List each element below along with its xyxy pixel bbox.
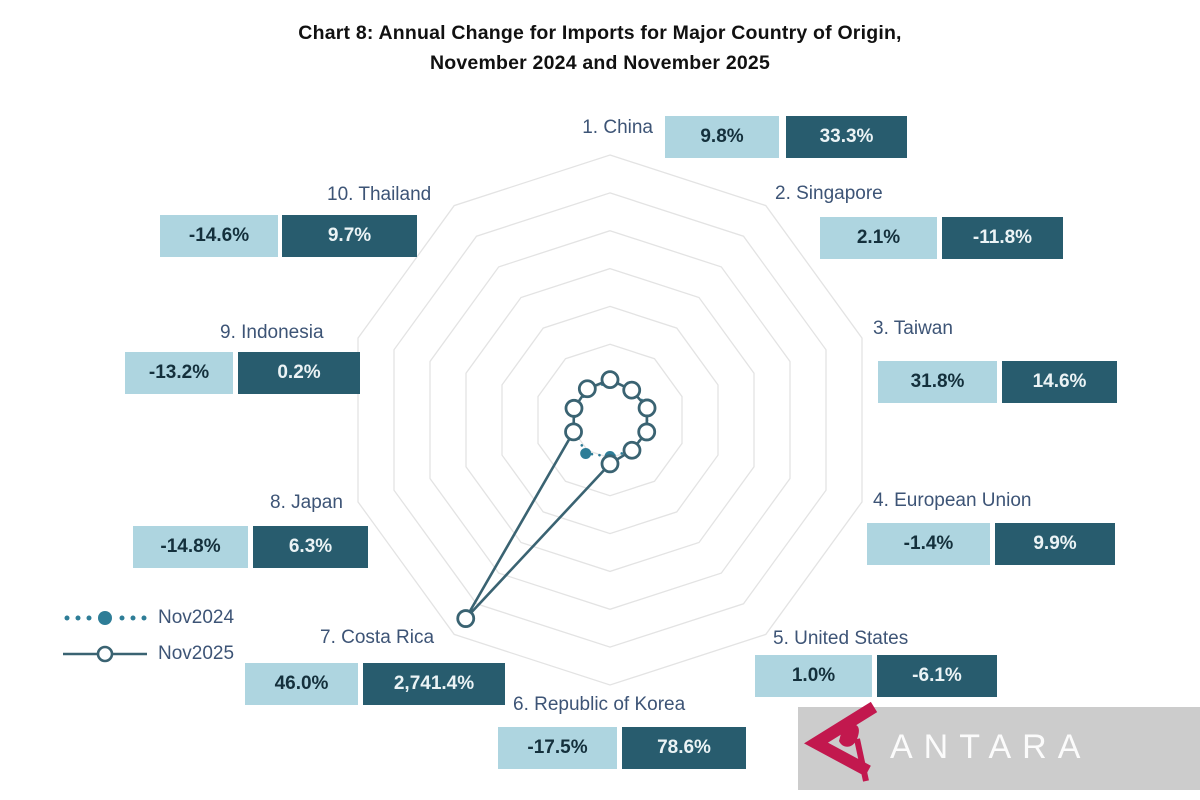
- value-box-nov2024-european-union: -1.4%: [867, 523, 990, 565]
- value-box-nov2025-indonesia: 0.2%: [238, 352, 360, 394]
- country-label-united-states: 5. United States: [773, 628, 909, 649]
- legend-item-nov2025: Nov2025: [62, 640, 234, 668]
- country-label-singapore: 2. Singapore: [775, 183, 883, 204]
- value-box-nov2025-thailand: 9.7%: [282, 215, 417, 257]
- value-box-nov2024-japan: -14.8%: [133, 526, 248, 568]
- antara-logo-icon: [804, 701, 878, 782]
- nov2025-point: [600, 370, 620, 390]
- legend-item-nov2024: Nov2024: [62, 604, 234, 632]
- grid-ring: [357, 154, 863, 686]
- nov2025-point: [600, 454, 620, 474]
- country-label-indonesia: 9. Indonesia: [220, 322, 324, 343]
- nov2024-point: [580, 447, 592, 459]
- legend-dot: [75, 615, 81, 621]
- value-box-nov2024-china: 9.8%: [665, 116, 779, 158]
- grid-ring: [429, 230, 791, 610]
- value-box-nov2024-republic-of-korea: -17.5%: [498, 727, 617, 769]
- legend: Nov2024 Nov2025: [62, 604, 234, 676]
- nov2025-point: [622, 380, 642, 400]
- value-box-nov2024-united-states: 1.0%: [755, 655, 872, 697]
- grid-ring: [465, 267, 755, 573]
- nov2025-point: [564, 398, 584, 418]
- value-box-nov2024-indonesia: -13.2%: [125, 352, 233, 394]
- legend-dot: [141, 615, 147, 621]
- value-box-nov2025-european-union: 9.9%: [995, 523, 1115, 565]
- grid-ring: [501, 305, 719, 535]
- nov2024-swatch-icon: [64, 611, 147, 625]
- country-label-thailand: 10. Thailand: [327, 184, 432, 205]
- nov2025-swatch-icon: [63, 645, 147, 663]
- value-box-nov2025-taiwan: 14.6%: [1002, 361, 1117, 403]
- series-nov2025-line: [464, 378, 649, 620]
- value-box-nov2024-thailand: -14.6%: [160, 215, 278, 257]
- chart-title: Chart 8: Annual Change for Imports for M…: [0, 18, 1200, 78]
- legend-open-marker: [96, 645, 114, 663]
- country-label-republic-of-korea: 6. Republic of Korea: [513, 694, 686, 715]
- nov2025-point: [456, 609, 476, 628]
- value-box-nov2025-republic-of-korea: 78.6%: [622, 727, 746, 769]
- legend-dot: [130, 615, 136, 621]
- radar-grid: [357, 154, 863, 686]
- watermark-text: ANTARA: [890, 727, 1092, 766]
- legend-label-nov2024: Nov2024: [158, 607, 235, 628]
- legend-label-nov2025: Nov2025: [158, 643, 235, 664]
- nov2025-point: [637, 398, 657, 418]
- value-box-nov2025-china: 33.3%: [786, 116, 907, 158]
- series-nov2025: [456, 370, 657, 628]
- value-box-nov2025-united-states: -6.1%: [877, 655, 997, 697]
- value-box-nov2024-costa-rica: 46.0%: [245, 663, 358, 705]
- country-label-japan: 8. Japan: [270, 492, 343, 513]
- grid-ring: [393, 192, 827, 648]
- chart-title-line2: November 2024 and November 2025: [429, 52, 771, 74]
- legend-dot: [119, 615, 125, 621]
- legend-dot: [64, 615, 70, 621]
- grid-ring: [537, 343, 683, 497]
- nov2025-point: [577, 379, 597, 399]
- legend-filled-marker: [98, 611, 112, 625]
- nov2025-point: [564, 422, 583, 442]
- value-box-nov2025-singapore: -11.8%: [942, 217, 1063, 259]
- value-box-nov2025-japan: 6.3%: [253, 526, 368, 568]
- value-box-nov2024-taiwan: 31.8%: [878, 361, 997, 403]
- nov2025-point: [622, 440, 642, 460]
- legend-dot: [86, 615, 92, 621]
- chart-title-line1: Chart 8: Annual Change for Imports for M…: [298, 22, 902, 44]
- value-box-nov2025-costa-rica: 2,741.4%: [363, 663, 505, 705]
- country-label-european-union: 4. European Union: [873, 490, 1032, 511]
- country-label-china: 1. China: [582, 117, 653, 138]
- watermark: ANTARA: [798, 701, 1200, 790]
- country-label-costa-rica: 7. Costa Rica: [320, 627, 435, 648]
- value-box-nov2024-singapore: 2.1%: [820, 217, 937, 259]
- country-label-taiwan: 3. Taiwan: [873, 318, 953, 339]
- nov2025-point: [637, 422, 657, 442]
